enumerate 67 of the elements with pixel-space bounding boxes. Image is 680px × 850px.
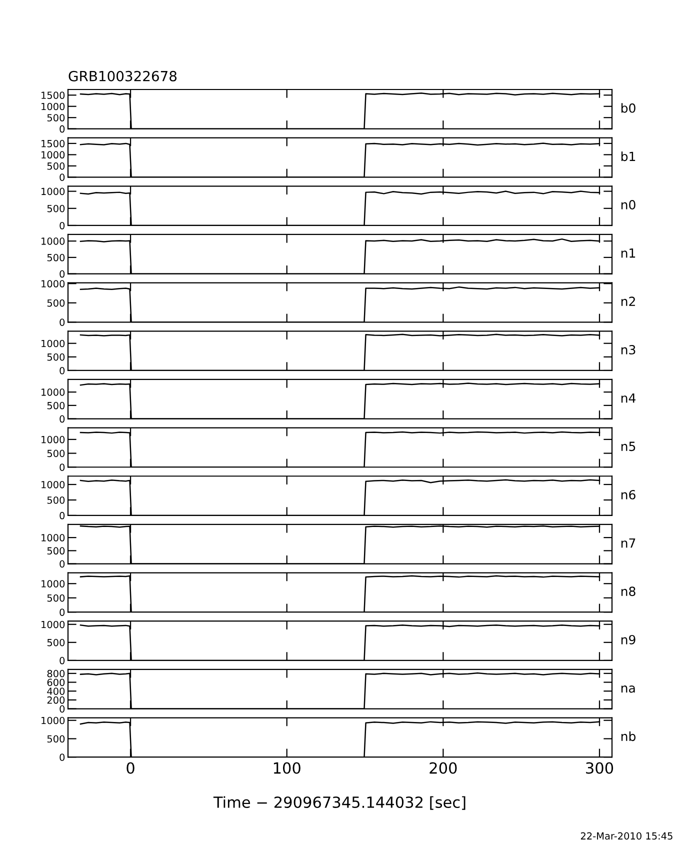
- y-axis-title: n6: [621, 490, 636, 500]
- y-tick-label: 1500: [42, 140, 65, 148]
- y-axis-title: n9: [621, 634, 636, 644]
- y-tick-label: 1500: [42, 92, 65, 99]
- y-tick-label: 0: [60, 512, 65, 520]
- y-axis-title: n2: [621, 296, 635, 306]
- y-tick-label: 500: [47, 638, 65, 646]
- y-tick-label: 500: [47, 204, 65, 212]
- y-tick-label: 500: [47, 254, 65, 262]
- y-axis-title: nb: [621, 731, 636, 742]
- y-tick-label: 0: [60, 366, 65, 374]
- y-axis-title: n0: [621, 200, 636, 210]
- y-tick-label: 400: [47, 688, 65, 695]
- y-tick-label: 1000: [42, 716, 65, 724]
- y-tick-label: 1000: [42, 238, 65, 245]
- y-tick-label: 500: [47, 353, 65, 361]
- y-tick-label: 1000: [42, 280, 65, 288]
- y-tick-label: 0: [60, 125, 65, 133]
- y-tick-label: 0: [60, 608, 65, 616]
- chart-title: GRB100322678: [68, 70, 177, 82]
- y-axis-title: na: [621, 686, 635, 693]
- x-tick-label: 300: [586, 762, 614, 774]
- y-tick-label: 0: [60, 464, 65, 471]
- y-tick-label: 1000: [42, 620, 65, 628]
- x-axis-title: Time − 290967345.144032 [sec]: [213, 796, 466, 810]
- y-tick-label: 500: [47, 114, 65, 122]
- y-tick-label: 500: [47, 496, 65, 504]
- y-tick-label: 1000: [42, 480, 65, 488]
- y-axis-title: b1: [621, 151, 636, 162]
- text: 22-Mar-2010 15:45: [580, 832, 672, 840]
- y-axis-title: n5: [621, 442, 636, 452]
- x-tick-label: 0: [126, 762, 134, 774]
- y-tick-label: 0: [60, 656, 65, 664]
- y-tick-label: 0: [60, 560, 65, 568]
- y-axis-title: b0: [621, 103, 636, 113]
- y-tick-label: 1000: [42, 388, 65, 396]
- y-tick-label: 500: [47, 162, 65, 170]
- y-tick-label: 500: [47, 402, 65, 410]
- y-tick-label: 1000: [42, 102, 65, 110]
- y-tick-label: 1000: [42, 580, 65, 588]
- y-axis-title: n3: [621, 344, 636, 354]
- x-tick-label: 100: [274, 762, 300, 774]
- y-tick-label: 800: [47, 670, 65, 678]
- y-tick-label: 0: [60, 705, 65, 713]
- y-tick-label: 500: [47, 547, 65, 555]
- y-tick-label: 600: [47, 678, 65, 686]
- y-tick-label: 500: [47, 735, 65, 743]
- y-tick-label: 0: [60, 754, 65, 761]
- y-tick-label: 500: [47, 594, 65, 602]
- y-tick-label: 1000: [42, 534, 65, 542]
- y-tick-label: 0: [60, 415, 65, 423]
- y-tick-label: 1000: [42, 340, 65, 348]
- y-tick-label: 1000: [42, 188, 65, 196]
- y-axis-title: n7: [621, 538, 636, 548]
- y-tick-label: 500: [47, 450, 65, 458]
- x-tick-label: 200: [430, 762, 457, 774]
- y-tick-label: 1000: [42, 151, 65, 159]
- y-tick-label: 0: [60, 270, 65, 278]
- y-tick-label: 0: [60, 222, 65, 230]
- y-tick-label: 0: [60, 174, 65, 181]
- y-axis-title: n8: [621, 586, 636, 596]
- y-tick-label: 0: [60, 318, 65, 326]
- y-axis-title: n1: [621, 248, 636, 258]
- y-tick-label: 1000: [42, 436, 65, 444]
- y-axis-title: n4: [621, 393, 636, 403]
- y-tick-label: 500: [47, 299, 65, 307]
- y-tick-label: 200: [47, 696, 65, 704]
